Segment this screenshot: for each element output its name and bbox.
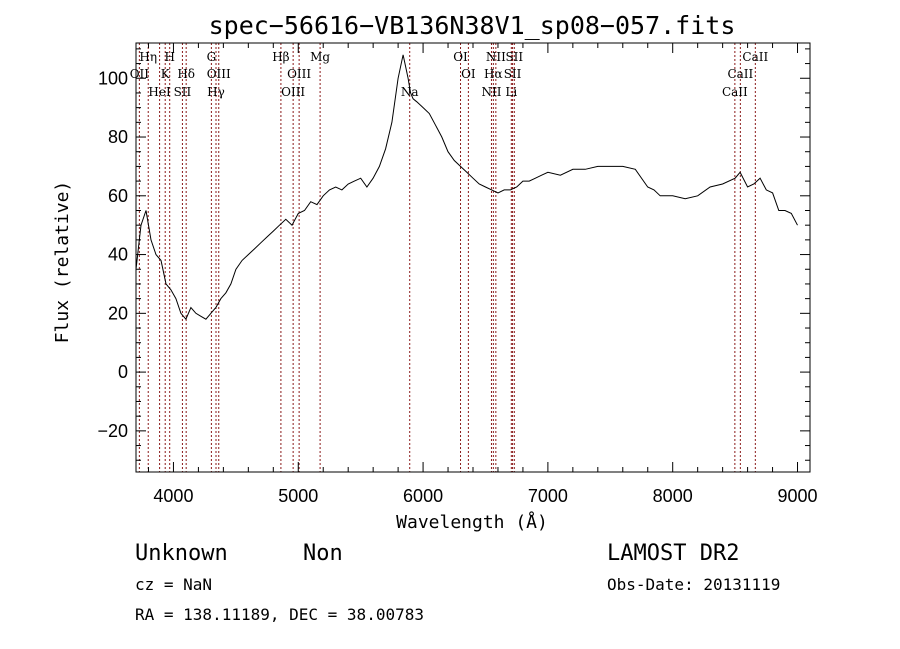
spectral-line-label: Li xyxy=(505,85,517,99)
x-axis-label: Wavelength (Å) xyxy=(396,511,548,533)
spectral-line-label: SII xyxy=(504,67,522,81)
x-tick-label: 8000 xyxy=(653,486,693,506)
object-class: Unknown xyxy=(135,541,228,566)
spectral-line-label: K xyxy=(161,67,171,81)
spectral-line-label: H xyxy=(164,50,174,64)
spectral-line-label: SII xyxy=(505,50,523,64)
spectral-line-label: CaII xyxy=(722,85,748,99)
survey-name: LAMOST DR2 xyxy=(607,541,739,566)
spectral-line-label: NII xyxy=(481,85,501,99)
spectral-line-labels: OII Hη HeI KH SII Hδ G Hγ OIII Hβ OIII OIII Mg Na OI OI… xyxy=(130,50,769,99)
x-tick-label: 4000 xyxy=(153,486,193,506)
spectral-line-label: OIII xyxy=(287,67,311,81)
y-tick-label: −20 xyxy=(97,421,128,441)
y-tick-label: 80 xyxy=(108,127,128,147)
spectral-line-markers xyxy=(138,43,756,472)
spectral-line-label: Hη xyxy=(139,50,157,64)
spectral-line-label: OII xyxy=(130,67,150,81)
x-tick-label: 5000 xyxy=(278,486,318,506)
spectral-line-label: Na xyxy=(401,85,419,99)
spectral-line-label: CaII xyxy=(742,50,768,64)
chart-title: spec−56616−VB136N38V1_sp08−057.fits xyxy=(209,11,736,40)
y-tick-label: 20 xyxy=(108,303,128,323)
spectral-line-label: Hδ xyxy=(177,67,195,81)
spectral-line-label: CaII xyxy=(727,67,753,81)
y-axis-label: Flux (relative) xyxy=(52,181,73,344)
spectral-line-label: NII xyxy=(486,50,506,64)
observation-date: Obs-Date: 20131119 xyxy=(607,575,780,594)
spectral-line-label: OIII xyxy=(207,67,231,81)
y-tick-label: 40 xyxy=(108,245,128,265)
x-tick-label: 6000 xyxy=(403,486,443,506)
redshift-readout: cz = NaN xyxy=(135,575,212,594)
spectral-line-label: OI xyxy=(461,67,476,81)
object-subclass: Non xyxy=(303,541,343,566)
x-tick-label: 9000 xyxy=(777,486,817,506)
spectral-line-label: Mg xyxy=(310,50,330,64)
spectrum-series-line xyxy=(135,54,798,321)
x-tick-label: 7000 xyxy=(528,486,568,506)
y-axis-ticks: −20 0 20 40 60 80 100 xyxy=(97,48,810,461)
y-tick-label: 0 xyxy=(118,362,128,382)
spectral-line-label: Hα xyxy=(484,67,503,81)
y-tick-label: 60 xyxy=(108,186,128,206)
spectral-line-label: OI xyxy=(453,50,468,64)
spectral-line-label: HeI xyxy=(148,85,171,99)
x-axis-ticks: 4000 5000 6000 7000 8000 9000 xyxy=(147,43,818,506)
spectral-line-label: G xyxy=(207,50,217,64)
spectral-line-label: Hγ xyxy=(207,85,225,99)
plot-frame xyxy=(135,42,811,473)
y-tick-label: 100 xyxy=(98,68,128,88)
spectral-line-label: OIII xyxy=(281,85,305,99)
spectral-line-label: SII xyxy=(174,85,192,99)
spectral-line-label: Hβ xyxy=(272,50,289,64)
ra-dec-coordinates: RA = 138.11189, DEC = 38.00783 xyxy=(135,605,424,624)
